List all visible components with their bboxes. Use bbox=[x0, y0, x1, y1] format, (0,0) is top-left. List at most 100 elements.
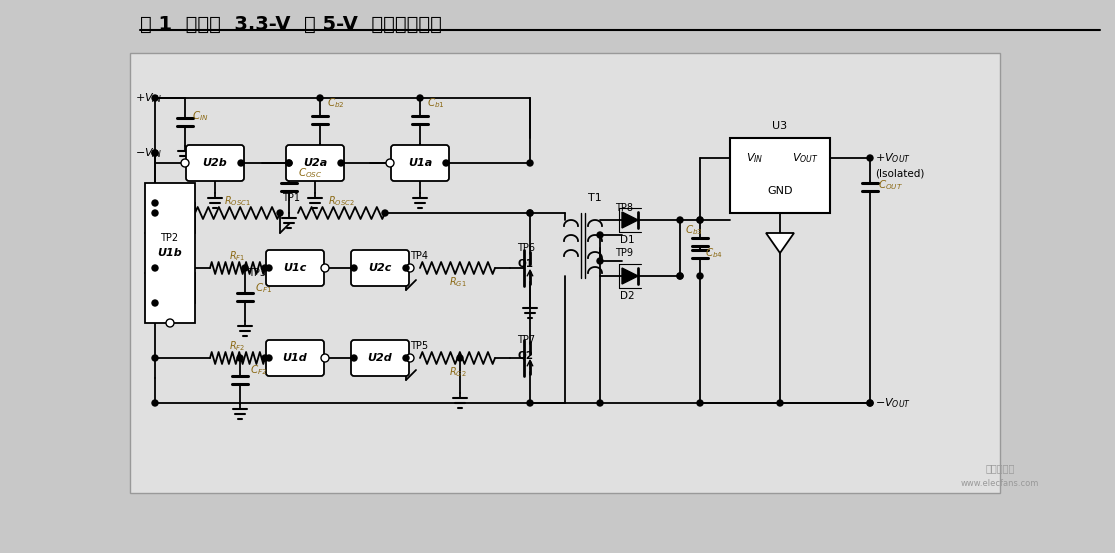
Circle shape bbox=[677, 273, 683, 279]
Text: TP8: TP8 bbox=[615, 203, 633, 213]
Circle shape bbox=[266, 355, 272, 361]
Circle shape bbox=[697, 217, 702, 223]
Bar bbox=[145, 183, 195, 323]
FancyBboxPatch shape bbox=[391, 145, 449, 181]
FancyBboxPatch shape bbox=[266, 340, 324, 376]
Circle shape bbox=[351, 265, 357, 271]
Circle shape bbox=[867, 400, 873, 406]
Text: $C_{OUT}$: $C_{OUT}$ bbox=[878, 178, 903, 192]
Circle shape bbox=[152, 150, 158, 156]
Circle shape bbox=[321, 264, 329, 272]
Text: $C_{b1}$: $C_{b1}$ bbox=[427, 96, 445, 110]
Text: TP9: TP9 bbox=[615, 248, 633, 258]
Text: 图 1  隔离式  3.3-V  到 5-V  推拉式转换器: 图 1 隔离式 3.3-V 到 5-V 推拉式转换器 bbox=[140, 15, 442, 34]
Circle shape bbox=[597, 232, 603, 238]
Circle shape bbox=[237, 160, 244, 166]
Circle shape bbox=[351, 355, 357, 361]
Text: D2: D2 bbox=[620, 291, 634, 301]
Text: U1b: U1b bbox=[157, 248, 183, 258]
Text: TP1: TP1 bbox=[282, 193, 300, 203]
Circle shape bbox=[777, 400, 783, 406]
Bar bbox=[730, 138, 830, 213]
Circle shape bbox=[403, 355, 409, 361]
Text: U1d: U1d bbox=[282, 353, 308, 363]
Text: U1a: U1a bbox=[408, 158, 433, 168]
Text: U2b: U2b bbox=[203, 158, 227, 168]
Circle shape bbox=[277, 210, 283, 216]
Text: (Isolated): (Isolated) bbox=[875, 168, 924, 178]
Circle shape bbox=[382, 210, 388, 216]
Circle shape bbox=[152, 95, 158, 101]
Text: $C_{b2}$: $C_{b2}$ bbox=[327, 96, 345, 110]
Circle shape bbox=[152, 210, 158, 216]
Circle shape bbox=[527, 210, 533, 216]
Text: U1c: U1c bbox=[283, 263, 307, 273]
Circle shape bbox=[867, 400, 873, 406]
Circle shape bbox=[443, 160, 449, 166]
Circle shape bbox=[152, 400, 158, 406]
Text: $R_{OSC2}$: $R_{OSC2}$ bbox=[328, 194, 355, 208]
Circle shape bbox=[527, 160, 533, 166]
Text: $C_{b3}$: $C_{b3}$ bbox=[685, 223, 702, 237]
Circle shape bbox=[152, 200, 158, 206]
Circle shape bbox=[166, 319, 174, 327]
Text: $C_{F1}$: $C_{F1}$ bbox=[255, 281, 272, 295]
Circle shape bbox=[152, 300, 158, 306]
Circle shape bbox=[386, 159, 394, 167]
Text: TP5: TP5 bbox=[410, 341, 428, 351]
Circle shape bbox=[287, 160, 292, 166]
Text: $R_{F1}$: $R_{F1}$ bbox=[230, 249, 245, 263]
FancyBboxPatch shape bbox=[351, 340, 409, 376]
Text: D1: D1 bbox=[620, 235, 634, 245]
Circle shape bbox=[287, 160, 292, 166]
Polygon shape bbox=[622, 212, 638, 228]
Text: U2c: U2c bbox=[368, 263, 391, 273]
Polygon shape bbox=[622, 268, 638, 284]
Circle shape bbox=[867, 155, 873, 161]
Circle shape bbox=[152, 265, 158, 271]
Text: U3: U3 bbox=[773, 121, 787, 131]
Circle shape bbox=[338, 160, 345, 166]
Text: TP2: TP2 bbox=[159, 233, 178, 243]
Circle shape bbox=[317, 95, 323, 101]
Circle shape bbox=[597, 258, 603, 264]
Circle shape bbox=[152, 150, 158, 156]
Text: U2d: U2d bbox=[368, 353, 392, 363]
Circle shape bbox=[527, 400, 533, 406]
Circle shape bbox=[677, 217, 683, 223]
Circle shape bbox=[237, 355, 243, 361]
Circle shape bbox=[242, 265, 248, 271]
Circle shape bbox=[406, 354, 414, 362]
Circle shape bbox=[417, 95, 423, 101]
Circle shape bbox=[597, 400, 603, 406]
Text: $V_{IN}$: $V_{IN}$ bbox=[746, 151, 764, 165]
Text: $C_{b4}$: $C_{b4}$ bbox=[705, 246, 723, 260]
Text: GND: GND bbox=[767, 186, 793, 196]
Text: www.elecfans.com: www.elecfans.com bbox=[961, 478, 1039, 488]
Text: $R_{G1}$: $R_{G1}$ bbox=[448, 275, 466, 289]
Circle shape bbox=[181, 159, 190, 167]
Circle shape bbox=[406, 264, 414, 272]
Text: $R_{F2}$: $R_{F2}$ bbox=[230, 339, 245, 353]
Circle shape bbox=[457, 355, 463, 361]
Circle shape bbox=[697, 400, 702, 406]
Text: TP6: TP6 bbox=[517, 243, 535, 253]
Text: TP4: TP4 bbox=[410, 251, 428, 261]
Circle shape bbox=[527, 210, 533, 216]
Circle shape bbox=[262, 355, 268, 361]
Text: $R_{G2}$: $R_{G2}$ bbox=[448, 365, 466, 379]
FancyBboxPatch shape bbox=[266, 250, 324, 286]
FancyBboxPatch shape bbox=[186, 145, 244, 181]
Circle shape bbox=[697, 273, 702, 279]
Text: $+V_{OUT}$: $+V_{OUT}$ bbox=[875, 151, 911, 165]
FancyBboxPatch shape bbox=[351, 250, 409, 286]
Text: $-V_{OUT}$: $-V_{OUT}$ bbox=[875, 396, 911, 410]
Text: $-V_{IN}$: $-V_{IN}$ bbox=[135, 146, 162, 160]
Bar bbox=[130, 53, 1000, 493]
Text: 电子发烧友: 电子发烧友 bbox=[986, 463, 1015, 473]
Text: $C_{F2}$: $C_{F2}$ bbox=[250, 363, 268, 377]
Text: Q2: Q2 bbox=[517, 350, 533, 360]
Circle shape bbox=[321, 354, 329, 362]
Circle shape bbox=[677, 273, 683, 279]
Circle shape bbox=[403, 265, 409, 271]
